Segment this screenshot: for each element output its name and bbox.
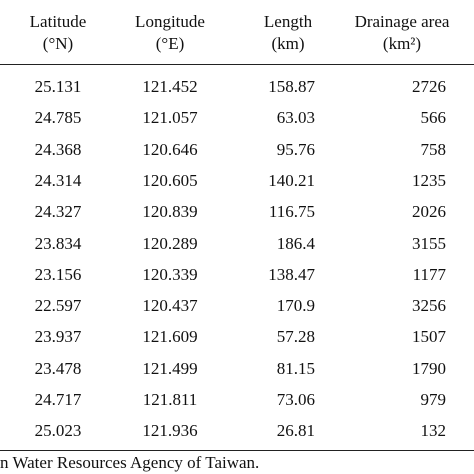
table-cell: 120.839 — [142, 202, 198, 222]
table-cell: 121.499 — [142, 358, 198, 378]
table-cell: 95.76 — [276, 139, 315, 159]
table-cell: 23.478 — [34, 358, 82, 378]
table-cell: 24.717 — [34, 390, 82, 409]
table-cell: 25.131 — [34, 77, 82, 96]
table-cell: 1235 — [412, 170, 446, 190]
table-cell: 1790 — [412, 358, 446, 378]
table-cell: 2726 — [412, 77, 446, 96]
table-cell: 121.452 — [142, 77, 198, 96]
table-cell: 758 — [420, 139, 447, 159]
table-cell: 979 — [420, 390, 447, 409]
table-cell: 24.368 — [34, 139, 82, 159]
column-header: (km²) — [382, 34, 422, 53]
table-cell: 116.75 — [268, 202, 315, 222]
table-cell: 1177 — [412, 264, 446, 284]
table-cell: 566 — [420, 108, 447, 128]
column-header: Drainage area — [354, 12, 450, 31]
table-cell: 120.339 — [142, 264, 198, 284]
table-cell: 121.057 — [142, 108, 198, 128]
table-cell: 2026 — [412, 202, 446, 222]
table-cell: 158.87 — [268, 77, 315, 96]
table-cell: 26.81 — [276, 421, 315, 441]
column-header: Length — [263, 12, 313, 31]
column-header: (°N) — [42, 34, 74, 53]
column-header: (km) — [271, 34, 305, 53]
table-cell: 121.811 — [142, 390, 198, 409]
column-header: Latitude — [29, 12, 87, 31]
table-cell: 24.785 — [34, 108, 82, 128]
table-cell: 3256 — [412, 296, 446, 316]
table-cell: 121.936 — [142, 421, 198, 441]
table-cell: 81.15 — [276, 358, 315, 378]
table-cell: 23.156 — [34, 264, 82, 284]
table-cell: 170.9 — [276, 296, 315, 316]
table-cell: 24.327 — [34, 202, 82, 222]
header-rule — [0, 64, 474, 65]
table-cell: 63.03 — [276, 108, 315, 128]
table-cell: 23.834 — [34, 233, 82, 253]
table-cell: 121.609 — [142, 327, 198, 347]
column-header: Longitude — [135, 12, 205, 31]
table-cell: 3155 — [412, 233, 446, 253]
footnote: n Water Resources Agency of Taiwan. — [0, 453, 260, 472]
table-cell: 1507 — [412, 327, 446, 347]
table-cell: 25.023 — [34, 421, 82, 441]
table-cell: 22.597 — [34, 296, 82, 316]
table-cell: 132 — [420, 421, 447, 441]
table-cell: 73.06 — [276, 390, 315, 409]
table-cell: 186.4 — [276, 233, 315, 253]
bottom-rule — [0, 450, 474, 451]
table-cell: 23.937 — [34, 327, 82, 347]
column-header: (°E) — [155, 34, 185, 53]
table-cell: 57.28 — [276, 327, 315, 347]
table-cell: 24.314 — [34, 170, 82, 190]
table-cell: 120.289 — [142, 233, 198, 253]
table-cell: 120.646 — [142, 139, 198, 159]
table-cell: 138.47 — [268, 264, 315, 284]
table-cell: 140.21 — [268, 170, 315, 190]
table-cell: 120.605 — [142, 170, 198, 190]
table-cell: 120.437 — [142, 296, 198, 316]
